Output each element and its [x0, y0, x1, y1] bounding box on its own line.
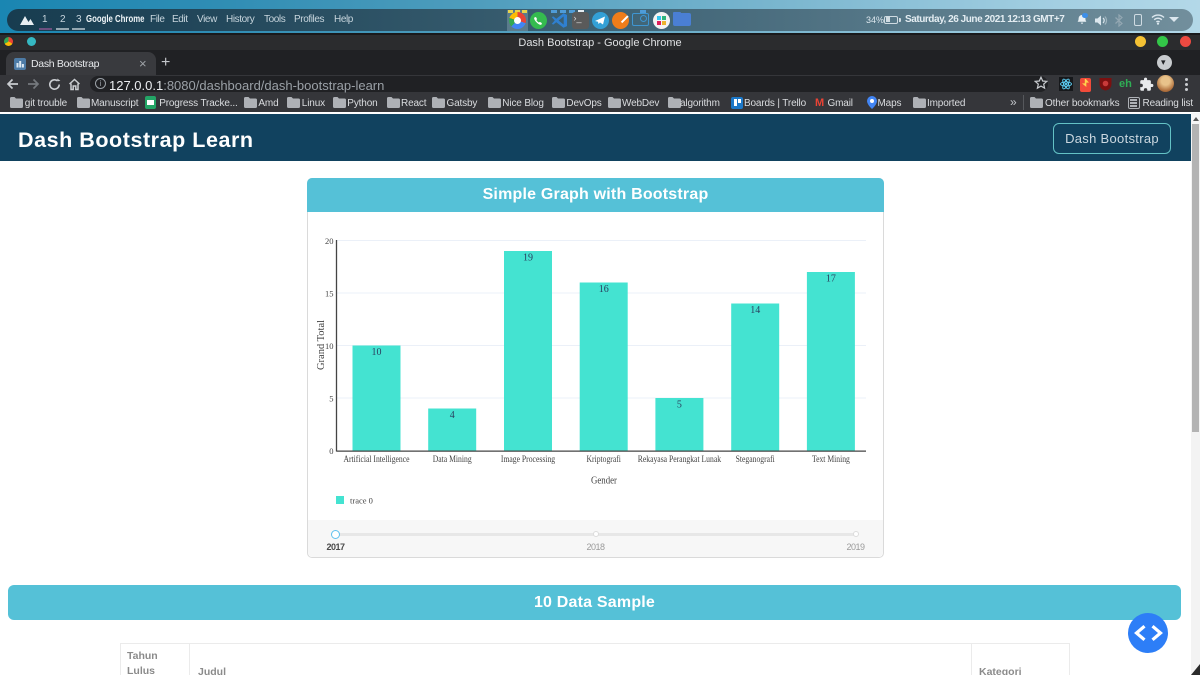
- svg-text:Image Processing: Image Processing: [501, 454, 556, 464]
- svg-text:20: 20: [325, 236, 334, 246]
- svg-text:Text Mining: Text Mining: [812, 454, 850, 464]
- svg-text:5: 5: [329, 394, 333, 404]
- svg-text:19: 19: [523, 253, 533, 264]
- svg-text:Kriptografi: Kriptografi: [587, 454, 622, 464]
- svg-text:16: 16: [599, 284, 609, 295]
- svg-text:5: 5: [677, 400, 682, 411]
- svg-text:17: 17: [826, 274, 836, 285]
- svg-text:Steganografi: Steganografi: [736, 454, 776, 464]
- svg-text:Rekayasa Perangkat Lunak: Rekayasa Perangkat Lunak: [638, 454, 722, 464]
- svg-text:Data Mining: Data Mining: [433, 454, 472, 464]
- svg-text:Artificial Intelligence: Artificial Intelligence: [343, 454, 409, 464]
- svg-text:15: 15: [325, 289, 334, 299]
- svg-text:Grand Total: Grand Total: [316, 320, 327, 370]
- svg-text:14: 14: [750, 305, 760, 316]
- svg-text:10: 10: [372, 347, 382, 358]
- svg-text:trace 0: trace 0: [350, 496, 373, 506]
- svg-text:4: 4: [450, 410, 455, 421]
- svg-text:Gender: Gender: [591, 476, 618, 487]
- svg-text:10: 10: [325, 341, 334, 351]
- svg-text:0: 0: [329, 446, 333, 456]
